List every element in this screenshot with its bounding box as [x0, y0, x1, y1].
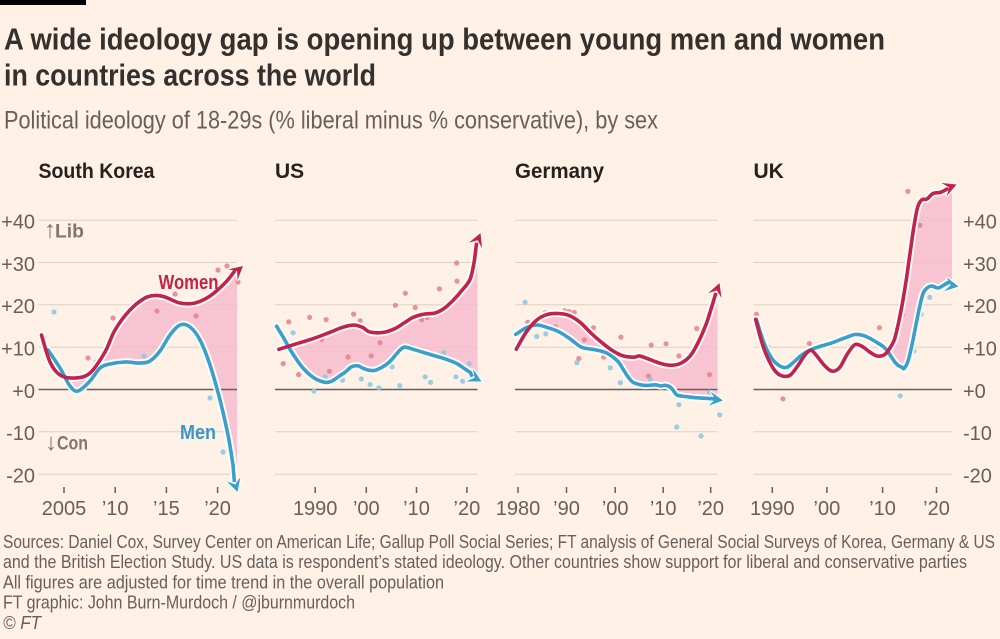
svg-text:’10: ’10	[869, 498, 896, 520]
svg-text:’90: ’90	[553, 498, 580, 520]
svg-text:Sources: Daniel Cox, Survey Ce: Sources: Daniel Cox, Survey Center on Am…	[3, 531, 995, 552]
svg-text:’20: ’20	[454, 498, 481, 520]
svg-text:+40: +40	[963, 212, 997, 234]
svg-text:-20: -20	[6, 466, 35, 488]
svg-text:+20: +20	[1, 296, 35, 318]
svg-text:’10: ’10	[650, 498, 677, 520]
svg-text:’00: ’00	[353, 498, 380, 520]
svg-text:1980: 1980	[496, 498, 541, 520]
svg-text:Lib: Lib	[55, 221, 84, 243]
svg-text:-10: -10	[963, 423, 992, 445]
svg-text:’20: ’20	[697, 498, 724, 520]
svg-text:Germany: Germany	[515, 160, 604, 183]
svg-text:in countries across the world: in countries across the world	[4, 58, 376, 93]
svg-text:A wide ideology gap is opening: A wide ideology gap is opening up betwee…	[4, 22, 885, 57]
svg-text:and the British Election Study: and the British Election Study. US data …	[3, 551, 967, 572]
svg-text:’20: ’20	[923, 498, 950, 520]
svg-text:1990: 1990	[293, 498, 338, 520]
svg-text:+0: +0	[963, 381, 986, 403]
svg-text:+10: +10	[963, 339, 997, 361]
svg-text:UK: UK	[754, 160, 784, 183]
svg-text:Political ideology of 18-29s (: Political ideology of 18-29s (% liberal …	[4, 107, 658, 135]
svg-text:+40: +40	[1, 212, 35, 234]
svg-text:+0: +0	[12, 381, 35, 403]
svg-text:’15: ’15	[153, 498, 180, 520]
svg-text:’10: ’10	[102, 498, 129, 520]
svg-text:-10: -10	[6, 423, 35, 445]
svg-text:2005: 2005	[42, 498, 87, 520]
svg-text:’00: ’00	[602, 498, 629, 520]
svg-text:FT graphic: John Burn-Murdoch: FT graphic: John Burn-Murdoch / @jburnmu…	[3, 592, 355, 613]
svg-text:US: US	[275, 160, 304, 183]
svg-text:1990: 1990	[750, 498, 795, 520]
svg-text:Con: Con	[57, 433, 88, 455]
svg-text:Men: Men	[180, 422, 216, 444]
svg-text:+30: +30	[963, 254, 997, 276]
svg-text:+30: +30	[1, 254, 35, 276]
svg-text:+10: +10	[1, 339, 35, 361]
svg-text:© FT: © FT	[3, 612, 43, 633]
svg-text:South Korea: South Korea	[39, 160, 155, 183]
svg-text:’00: ’00	[814, 498, 841, 520]
svg-text:-20: -20	[963, 466, 992, 488]
svg-text:All figures are adjusted for t: All figures are adjusted for time trend …	[3, 571, 444, 592]
svg-text:↓: ↓	[45, 429, 57, 456]
svg-text:’10: ’10	[403, 498, 430, 520]
svg-text:+20: +20	[963, 296, 997, 318]
svg-text:’20: ’20	[204, 498, 231, 520]
svg-text:Women: Women	[159, 272, 219, 294]
